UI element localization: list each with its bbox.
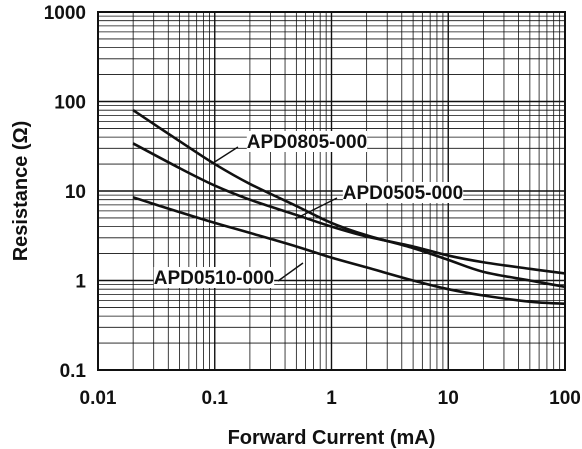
leader-line xyxy=(294,197,338,220)
x-tick-label: 10 xyxy=(438,388,459,409)
y-axis-title: Resistance (Ω) xyxy=(10,121,32,262)
series-layer xyxy=(132,109,566,306)
plot-border xyxy=(97,11,566,371)
y-tick-label: 0.1 xyxy=(60,361,87,382)
x-tick-label: 0.01 xyxy=(80,388,117,409)
x-tick-label: 1 xyxy=(326,388,337,409)
series-label-background xyxy=(153,267,275,288)
apd0505-label: APD0505-000 xyxy=(343,183,463,204)
apd0805-curve xyxy=(132,109,566,289)
leader-line xyxy=(277,262,304,282)
series-label-background xyxy=(246,131,368,152)
apd0505-curve xyxy=(132,142,566,275)
y-tick-label: 10 xyxy=(65,182,86,203)
series-label-layer: APD0805-000 APD0505-000 APD0510-000 xyxy=(154,131,463,289)
apd0510-curve xyxy=(132,196,566,306)
x-axis-title: Forward Current (mA) xyxy=(228,427,436,449)
y-tick-label: 1 xyxy=(75,272,86,293)
x-tick-label: 100 xyxy=(549,388,581,409)
leader-line xyxy=(212,146,239,164)
y-tick-label: 100 xyxy=(54,93,86,114)
y-tick-labels: 0.1 1 10 100 1000 xyxy=(44,3,87,382)
series-label-background xyxy=(342,182,464,203)
apd0510-label: APD0510-000 xyxy=(154,268,274,289)
grid xyxy=(97,12,565,371)
x-tick-label: 0.1 xyxy=(202,388,229,409)
leader-layer xyxy=(212,146,338,282)
y-tick-label: 1000 xyxy=(44,3,86,24)
x-tick-labels: 0.01 0.1 1 10 100 xyxy=(80,388,581,409)
apd0805-label: APD0805-000 xyxy=(247,132,367,153)
